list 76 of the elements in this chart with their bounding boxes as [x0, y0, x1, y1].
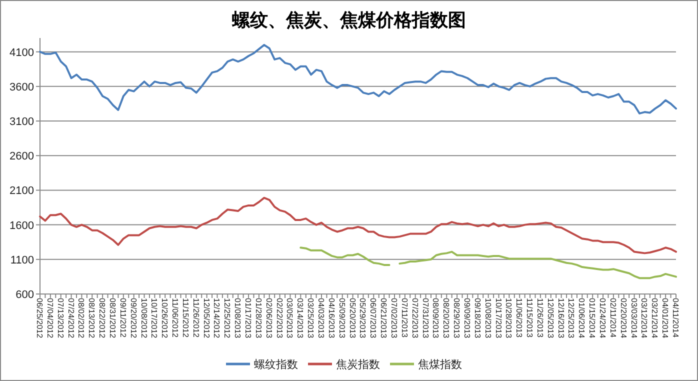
x-tick-label: 08/22/2012 — [98, 298, 107, 339]
x-tick-label: 03/12/2014 — [640, 298, 649, 339]
x-tick-label: 01/24/2014 — [598, 298, 608, 339]
y-tick-label: 4100 — [10, 46, 34, 59]
x-tick-label: 05/29/2013 — [358, 298, 368, 339]
x-tick-label: 07/04/2012 — [45, 298, 54, 339]
x-tick-label: 08/29/2013 — [452, 298, 462, 339]
x-tick-label: 02/06/2013 — [264, 298, 274, 339]
x-tick-label: 10/08/2013 — [483, 298, 492, 339]
x-tick-label: 08/02/2012 — [76, 298, 86, 339]
y-tick-label: 2100 — [10, 185, 34, 198]
x-tick-label: 08/31/2012 — [108, 298, 117, 339]
x-tick-label: 07/13/2012 — [56, 298, 65, 339]
x-tick-label: 11/06/2013 — [514, 298, 524, 338]
x-tick-label: 01/17/2013 — [244, 298, 253, 339]
x-tick-label: 12/05/2012 — [202, 298, 211, 339]
x-tick-label: 06/21/2013 — [379, 298, 388, 339]
y-tick-label: 3600 — [10, 81, 34, 94]
x-tick-label: 03/03/2014 — [629, 298, 638, 339]
x-tick-label: 12/25/2012 — [222, 298, 232, 339]
x-tick-label: 07/22/2013 — [410, 298, 420, 339]
x-tick-label: 07/02/2013 — [389, 298, 398, 339]
x-tick-label: 07/31/2013 — [420, 298, 430, 339]
x-tick-label: 01/08/2013 — [233, 298, 242, 339]
x-tick-label: 07/11/2013 — [400, 298, 409, 338]
x-tick-label: 04/01/2014 — [660, 298, 670, 339]
x-tick-label: 10/17/2012 — [150, 298, 159, 339]
x-tick-label: 10/26/2012 — [160, 298, 170, 339]
x-tick-label: 12/16/2013 — [556, 298, 566, 339]
x-tick-label: 03/25/2013 — [306, 298, 316, 339]
x-tick-label: 11/15/2013 — [525, 298, 534, 338]
x-tick-label: 03/21/2014 — [650, 298, 660, 339]
x-tick-label: 01/28/2013 — [254, 298, 263, 339]
x-tick-label: 03/05/2013 — [285, 298, 294, 339]
x-tick-label: 01/06/2014 — [577, 298, 586, 339]
line-series — [39, 44, 677, 114]
x-tick-label: 11/26/2012 — [191, 298, 200, 338]
legend-label: 焦煤指数 — [418, 359, 462, 371]
legend-label: 焦炭指数 — [336, 358, 380, 371]
x-tick-label: 10/28/2013 — [504, 298, 514, 339]
y-tick-label: 1100 — [10, 254, 34, 266]
x-tick-label: 06/25/2012 — [35, 298, 44, 339]
y-tick-label: 2600 — [10, 150, 34, 163]
x-tick-label: 04/03/2013 — [316, 298, 326, 339]
x-tick-label: 04/11/2014 — [671, 298, 680, 338]
y-tick-label: 600 — [16, 289, 34, 301]
legend-label: 螺纹指数 — [254, 358, 298, 371]
x-tick-label: 12/25/2013 — [566, 298, 576, 339]
x-tick-label: 08/20/2013 — [442, 298, 451, 339]
x-tick-label: 09/20/2012 — [128, 298, 138, 339]
x-tick-label: 12/05/2013 — [546, 298, 555, 339]
x-tick-label: 12/14/2012 — [212, 298, 222, 339]
x-tick-label: 11/15/2012 — [180, 298, 190, 338]
x-tick-label: 07/24/2012 — [66, 298, 76, 339]
x-tick-label: 11/26/2013 — [535, 298, 544, 338]
x-tick-label: 08/09/2013 — [431, 298, 440, 339]
y-tick-label: 3100 — [10, 116, 34, 128]
x-tick-label: 02/11/2014 — [608, 298, 618, 338]
x-tick-label: 09/18/2013 — [472, 298, 482, 339]
x-tick-label: 06/07/2013 — [368, 298, 378, 339]
x-tick-label: 10/17/2013 — [494, 298, 503, 339]
x-tick-label: 08/13/2012 — [87, 298, 96, 339]
x-tick-label: 01/15/2014 — [588, 298, 597, 339]
y-tick-label: 1600 — [10, 220, 34, 232]
x-tick-label: 10/08/2012 — [139, 298, 148, 339]
x-tick-label: 04/16/2013 — [326, 298, 336, 339]
x-tick-label: 09/11/2012 — [118, 298, 128, 338]
x-tick-label: 03/14/2013 — [296, 298, 305, 339]
x-tick-label: 09/09/2013 — [462, 298, 472, 339]
x-tick-label: 05/20/2013 — [348, 298, 357, 339]
chart-title: 螺纹、焦炭、焦煤价格指数图 — [231, 10, 466, 30]
line-series — [39, 196, 677, 254]
x-tick-label: 02/20/2014 — [618, 298, 628, 339]
x-tick-label: 11/06/2012 — [170, 298, 180, 338]
x-tick-label: 05/09/2013 — [337, 298, 346, 339]
x-tick-label: 02/22/2013 — [274, 298, 284, 339]
